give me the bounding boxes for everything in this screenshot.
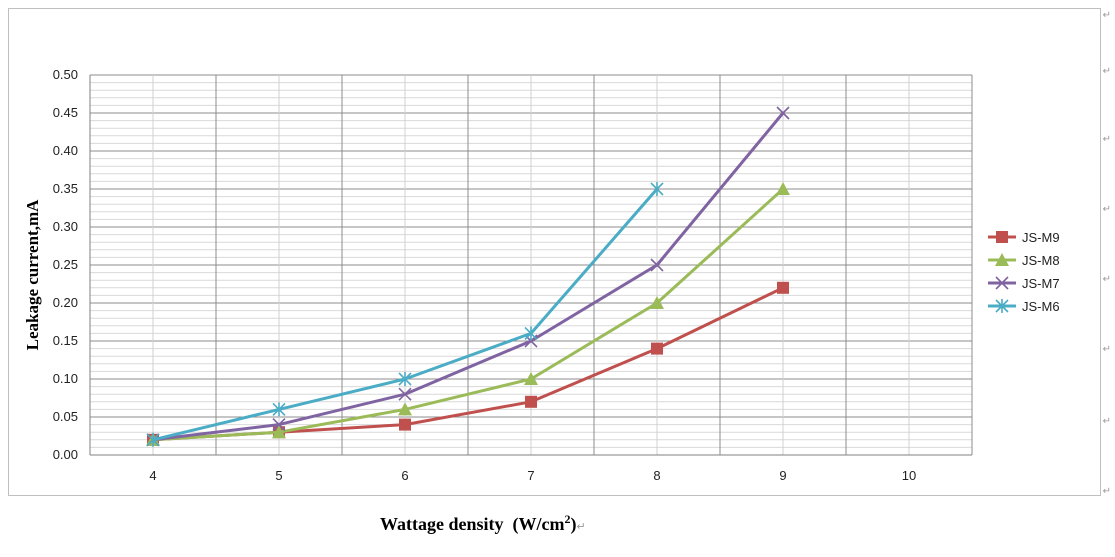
legend-label-js-m9: JS-M9 xyxy=(1022,230,1060,245)
x-axis-label-unit: (W/cm xyxy=(512,514,565,534)
data-point-js-m6 xyxy=(650,182,664,196)
y-tick-label: 0.20 xyxy=(53,295,78,310)
paragraph-mark: ↵ xyxy=(1102,66,1111,77)
legend-label-js-m8: JS-M8 xyxy=(1022,253,1060,268)
x-tick-label: 6 xyxy=(401,468,408,483)
data-point-js-m8 xyxy=(524,372,538,385)
data-point-js-m8 xyxy=(398,402,412,416)
y-tick-label: 0.35 xyxy=(53,181,78,196)
data-point-js-m9 xyxy=(399,418,411,431)
x-axis-label-sup: 2 xyxy=(564,512,571,526)
data-point-js-m7 xyxy=(272,418,286,432)
paragraph-mark: ↵ xyxy=(1102,134,1111,145)
data-point-js-m6 xyxy=(146,432,160,447)
data-point-js-m8 xyxy=(272,425,286,439)
data-point-js-m6 xyxy=(524,326,538,341)
data-point-js-m6 xyxy=(398,372,412,386)
series-line-js-m7 xyxy=(152,112,785,442)
y-tick-label: 0.10 xyxy=(53,371,78,386)
y-tick-label: 0.00 xyxy=(53,447,78,462)
data-point-js-m7 xyxy=(776,106,790,120)
x-tick-label: 8 xyxy=(653,468,660,483)
legend-marker-js-m7 xyxy=(995,276,1009,290)
data-point-js-m7 xyxy=(650,258,664,272)
paragraph-mark: ↵ xyxy=(1102,204,1111,215)
data-point-js-m6 xyxy=(272,402,286,417)
legend-marker-js-m6 xyxy=(995,299,1009,313)
paragraph-mark: ↵ xyxy=(576,521,586,533)
x-tick-label: 5 xyxy=(275,468,282,483)
paragraph-mark: ↵ xyxy=(1102,486,1111,497)
x-tick-label: 7 xyxy=(527,468,534,483)
y-tick-label: 0.25 xyxy=(53,257,78,272)
data-point-js-m9 xyxy=(777,281,789,294)
x-tick-label: 9 xyxy=(779,468,786,483)
y-tick-label: 0.45 xyxy=(53,105,78,120)
series-line-js-m8 xyxy=(152,187,785,442)
data-point-js-m7 xyxy=(398,387,412,401)
x-axis-label: Wattage density (W/cm2)↵ xyxy=(380,512,586,535)
y-tick-label: 0.40 xyxy=(53,143,78,158)
legend-label-js-m6: JS-M6 xyxy=(1022,299,1060,314)
paragraph-mark: ↵ xyxy=(1102,416,1111,427)
y-tick-label: 0.30 xyxy=(53,219,78,234)
y-axis-label: Leakage current,mA xyxy=(23,199,42,350)
x-tick-label: 10 xyxy=(902,468,916,483)
data-point-js-m8 xyxy=(650,296,664,309)
paragraph-mark: ↵ xyxy=(1102,10,1111,21)
data-point-js-m9 xyxy=(525,395,537,408)
y-tick-label: 0.05 xyxy=(53,409,78,424)
x-axis-label-close: ) xyxy=(570,514,577,534)
data-point-js-m9 xyxy=(651,342,663,355)
y-tick-label: 0.50 xyxy=(53,67,78,82)
legend-label-js-m7: JS-M7 xyxy=(1022,276,1060,291)
data-point-js-m8 xyxy=(776,182,790,195)
paragraph-mark: ↵ xyxy=(1102,344,1111,355)
paragraph-mark: ↵ xyxy=(1102,274,1111,285)
y-tick-label: 0.15 xyxy=(53,333,78,348)
legend-marker-js-m9 xyxy=(996,231,1008,243)
legend-marker-js-m8 xyxy=(995,253,1009,266)
x-tick-label: 4 xyxy=(149,468,156,483)
x-axis-label-main: Wattage density xyxy=(380,514,504,534)
